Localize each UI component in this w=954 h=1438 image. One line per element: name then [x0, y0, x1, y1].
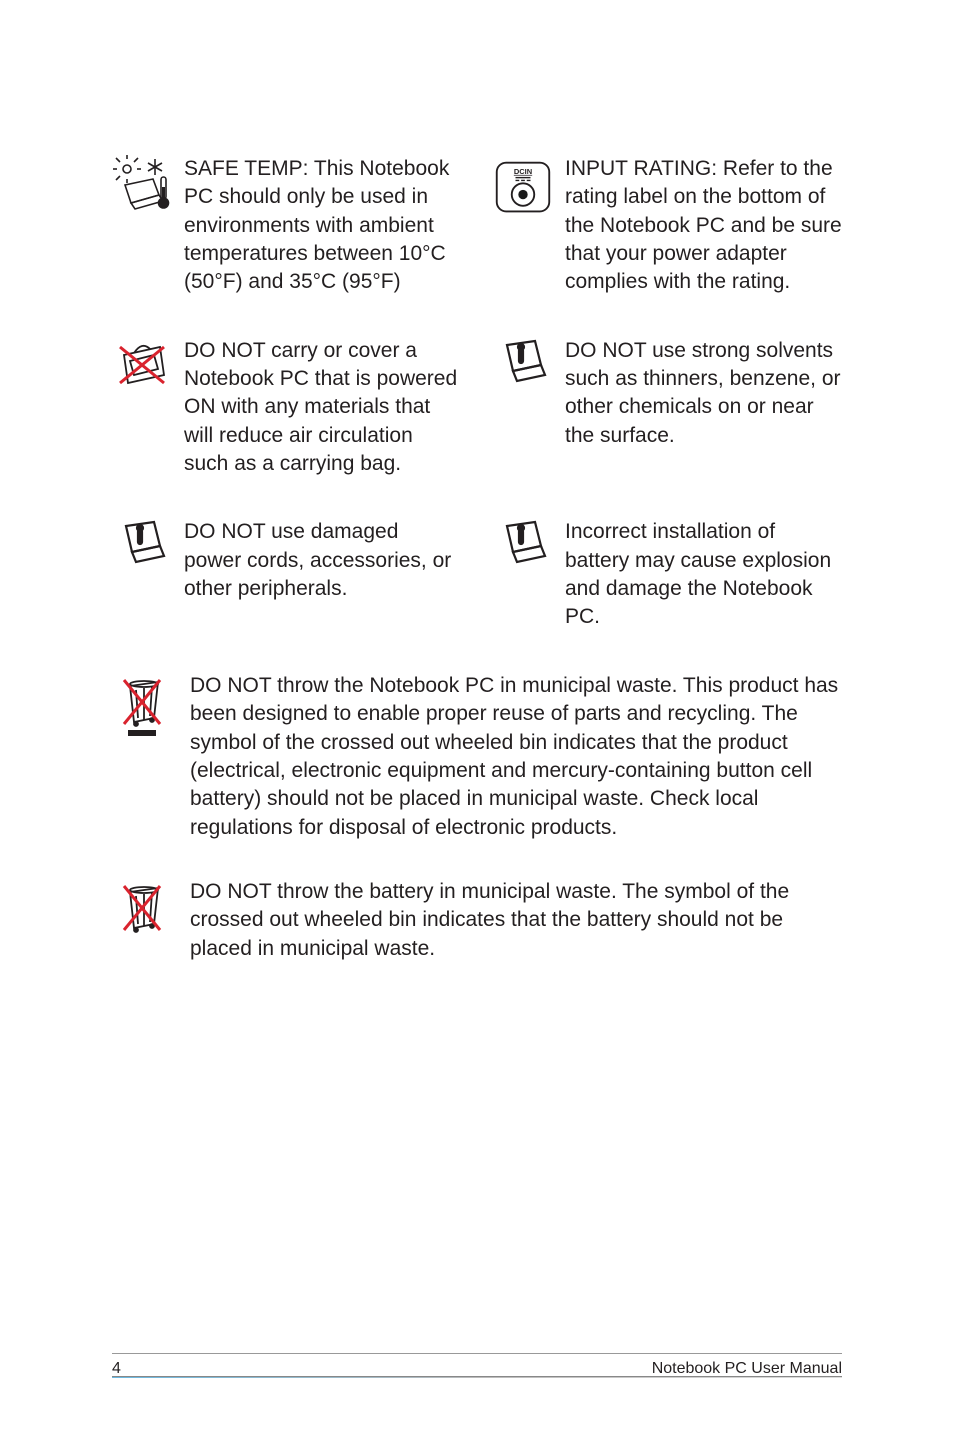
- input-rating-icon: DCIN: [493, 155, 553, 215]
- safe-temp-icon: [112, 155, 172, 215]
- no-battery-waste-icon: [112, 878, 172, 938]
- battery-warning-text: Incorrect installation of battery may ca…: [565, 518, 842, 631]
- manual-title: Notebook PC User Manual: [652, 1360, 842, 1378]
- page-number: 4: [112, 1360, 121, 1378]
- no-solvents-text: DO NOT use strong solvents such as thinn…: [565, 337, 842, 450]
- safe-temp-text: SAFE TEMP: This Notebook PC should only …: [184, 155, 461, 297]
- municipal-waste-text: DO NOT throw the Notebook PC in municipa…: [190, 672, 842, 842]
- battery-warning-icon: [493, 518, 553, 578]
- svg-text:DCIN: DCIN: [514, 167, 532, 176]
- no-damaged-cords-text: DO NOT use damaged power cords, accessor…: [184, 518, 461, 603]
- input-rating-text: INPUT RATING: Refer to the rating label …: [565, 155, 842, 297]
- battery-waste-text: DO NOT throw the battery in municipal wa…: [190, 878, 842, 963]
- no-damaged-cords-icon: [112, 518, 172, 578]
- no-municipal-waste-icon: [112, 672, 172, 732]
- no-solvents-icon: [493, 337, 553, 397]
- no-cover-icon: [112, 337, 172, 397]
- no-cover-text: DO NOT carry or cover a Notebook PC that…: [184, 337, 461, 479]
